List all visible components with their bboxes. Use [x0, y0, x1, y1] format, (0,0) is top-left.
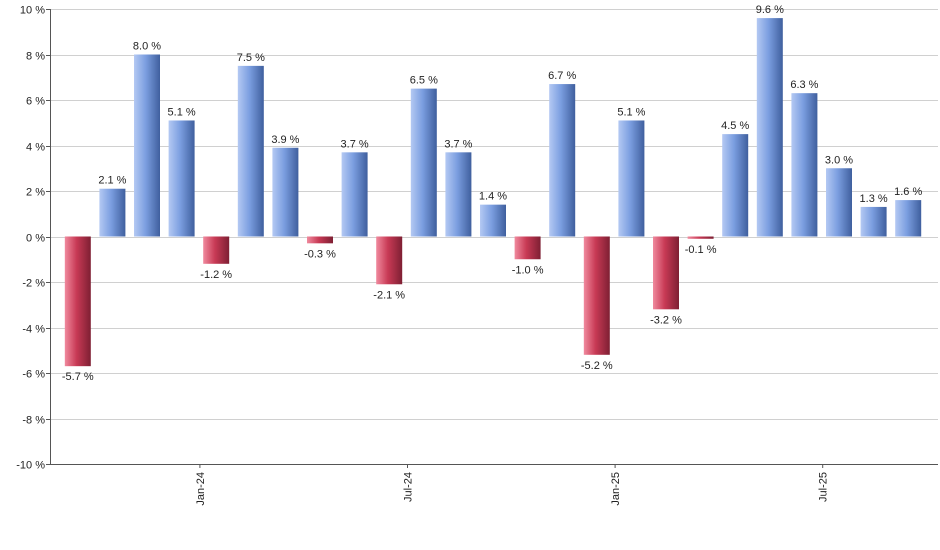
axes: 10 % 8 % 6 % 4 % 2 % 0 % -2 % -4 % -6 % -8 % -10 %: [16, 5, 938, 472]
bar: [168, 120, 195, 237]
bar: [64, 236, 91, 367]
bar-data-label: -0.3 %: [304, 248, 336, 260]
bar-data-label: -1.2 %: [200, 269, 232, 281]
y-tick-label: 8 %: [26, 51, 45, 63]
bar: [549, 84, 576, 237]
bar: [687, 236, 714, 239]
y-tick-label: -6 %: [22, 369, 45, 381]
x-tick-label: Jul-24: [403, 472, 415, 502]
bar-data-label: 7.5 %: [237, 52, 265, 64]
x-tick-label: Jul-25: [818, 472, 830, 502]
bar-data-label: 4.5 %: [721, 120, 749, 132]
bar-data-label: 8.0 %: [133, 41, 161, 53]
bar: [514, 236, 541, 260]
bar: [134, 54, 160, 237]
bar: [203, 236, 230, 264]
bar-data-label: 1.4 %: [479, 191, 507, 203]
bar: [307, 236, 333, 244]
bar: [99, 188, 126, 237]
bar-data-label: 9.6 %: [756, 4, 784, 16]
bar-labels: -5.7 % 2.1 % 8.0 % 5.1 % -1.2 % 7.5 % 3.9 % -0.…: [62, 4, 923, 383]
bar: [583, 236, 610, 355]
bar: [480, 204, 506, 237]
bar-data-label: 1.6 %: [894, 186, 922, 198]
y-tick-label: -10 %: [16, 460, 45, 472]
bar-data-label: 6.3 %: [790, 79, 818, 91]
y-tick-label: -8 %: [22, 415, 45, 427]
bar-data-label: 5.1 %: [617, 106, 645, 118]
y-tick-label: 10 %: [20, 5, 45, 17]
bar: [618, 120, 645, 237]
bar-data-label: 3.7 %: [444, 138, 472, 150]
y-tick-label: 4 %: [26, 142, 45, 154]
bar-data-label: 3.0 %: [825, 154, 853, 166]
bar-data-label: 6.7 %: [548, 70, 576, 82]
bar: [445, 152, 472, 237]
bar: [895, 200, 922, 237]
bar-data-label: 2.1 %: [98, 175, 126, 187]
bar-data-label: -2.1 %: [373, 289, 405, 301]
bar-data-label: -0.1 %: [685, 244, 717, 256]
bar-data-label: 3.7 %: [341, 138, 369, 150]
bar: [756, 18, 783, 237]
bar-data-label: -1.0 %: [512, 264, 544, 276]
x-tick-label: Jan-24: [195, 472, 207, 506]
bar: [860, 206, 887, 237]
bar: [376, 236, 403, 285]
bars: [64, 18, 922, 367]
y-tick-label: -2 %: [22, 278, 45, 290]
bar: [722, 134, 749, 237]
y-tick-label: 0 %: [26, 233, 45, 245]
x-tick-label: Jan-25: [610, 472, 622, 506]
bar-data-label: -5.2 %: [581, 360, 613, 372]
bar-data-label: -3.2 %: [650, 314, 682, 326]
bar: [653, 236, 679, 310]
bar: [237, 65, 264, 237]
y-tick-label: 2 %: [26, 187, 45, 199]
bar: [410, 88, 437, 237]
bar-data-label: 6.5 %: [410, 75, 438, 87]
y-tick-label: -4 %: [22, 324, 45, 336]
bar-data-label: 5.1 %: [168, 106, 196, 118]
bar: [826, 168, 852, 237]
bar-data-label: -5.7 %: [62, 371, 94, 383]
bar: [791, 93, 818, 237]
bar: [341, 152, 368, 237]
y-tick-label: 6 %: [26, 96, 45, 108]
x-axis-labels: Jan-24 Jul-24 Jan-25 Jul-25: [195, 464, 830, 506]
bar-data-label: 1.3 %: [860, 193, 888, 205]
bar-data-label: 3.9 %: [271, 134, 299, 146]
grid-lines: [50, 9, 938, 465]
bar: [272, 147, 299, 237]
